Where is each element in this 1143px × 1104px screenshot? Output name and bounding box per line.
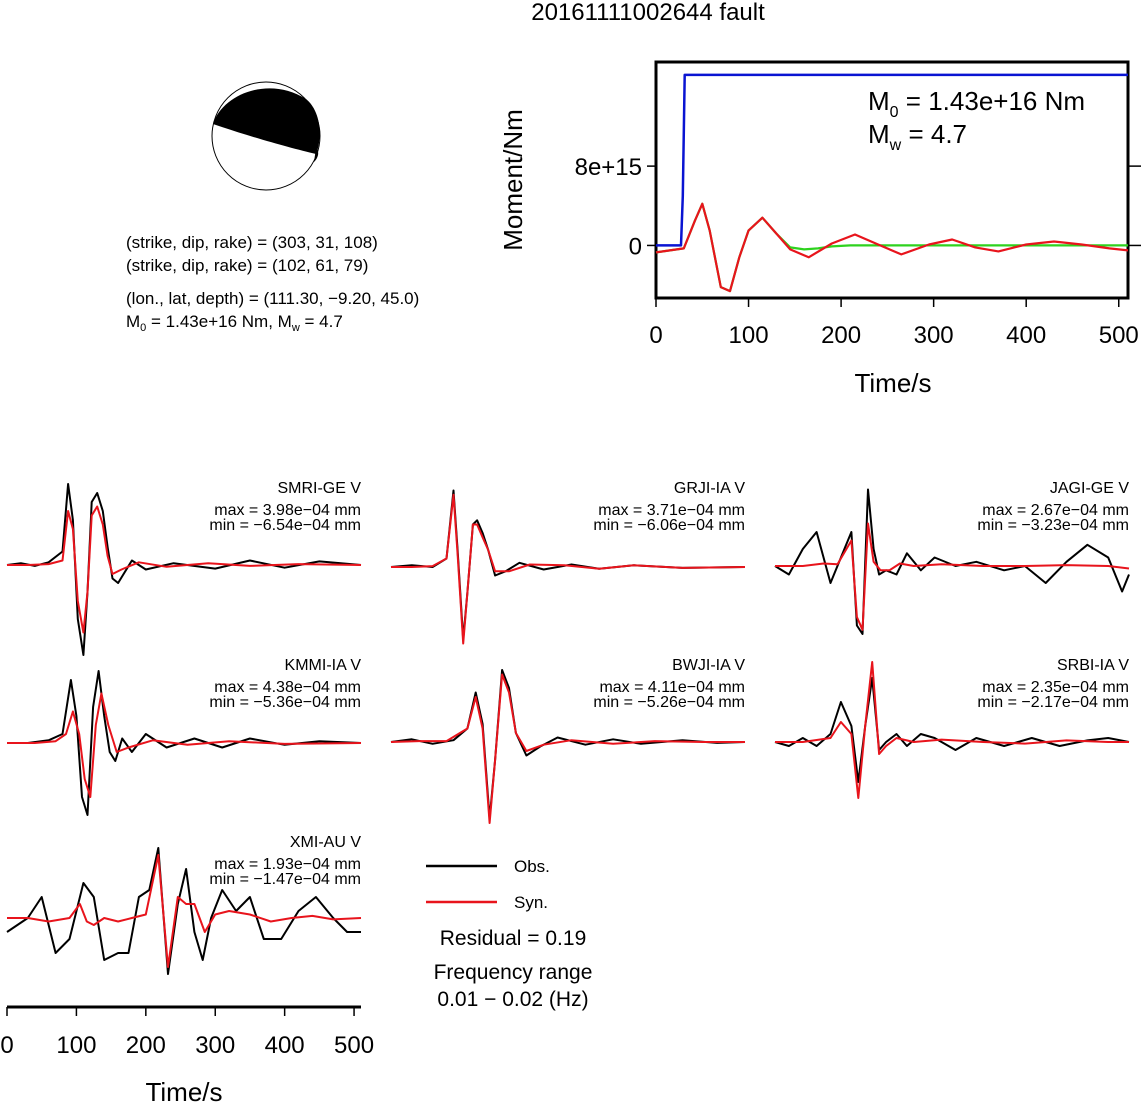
seismogram-x-axis-label: Time/s (145, 1077, 222, 1104)
synthetic-waveform (391, 493, 746, 645)
station-max: max = 4.11e−04 mm (599, 679, 745, 696)
station-min: min = −3.23e−04 mm (977, 517, 1129, 534)
moment-x-tick-label: 400 (1006, 322, 1046, 349)
seismogram-x-tick-label: 200 (126, 1032, 166, 1059)
moment-x-axis-label: Time/s (854, 368, 931, 398)
station-name: JAGI-GE V (1050, 480, 1129, 497)
seismogram-x-tick-label: 400 (265, 1032, 305, 1059)
moment-y-tick-label: 8e+15 (575, 154, 642, 181)
moment-x-tick-label: 0 (649, 322, 662, 349)
station-name: SRBI-IA V (1057, 657, 1129, 674)
station-name: SMRI-GE V (277, 480, 361, 497)
moment-y-axis-label: Moment/Nm (498, 109, 528, 251)
moment-rate-curve (655, 202, 1129, 293)
station-max: max = 2.67e−04 mm (982, 502, 1129, 519)
source-time-function-curve (655, 202, 1128, 293)
nodal-plane-2: (strike, dip, rake) = (102, 61, 79) (126, 256, 368, 275)
station-max: max = 1.93e−04 mm (214, 856, 361, 873)
observed-waveform (774, 488, 1130, 635)
station-min: min = −1.47e−04 mm (209, 871, 361, 888)
moment-plot-frame (654, 60, 1130, 300)
moment-x-tick-label: 200 (821, 322, 861, 349)
event-info: (strike, dip, rake) = (303, 31, 108) (st… (126, 233, 419, 334)
event-magnitude: M0 = 1.43e+16 Nm, Mw = 4.7 (126, 312, 343, 334)
station-name: KMMI-IA V (285, 657, 362, 674)
seismogram-x-tick-label: 0 (0, 1032, 13, 1059)
station-name: XMI-AU V (290, 834, 361, 851)
moment-curve (656, 73, 1128, 247)
station-min: min = −5.36e−04 mm (209, 694, 361, 711)
legend-obs-label: Obs. (514, 857, 550, 876)
station-max: max = 2.35e−04 mm (982, 679, 1129, 696)
residual-label: Residual = 0.19 (440, 927, 587, 950)
moment-x-tick-label: 500 (1099, 322, 1139, 349)
beachball-focal-mechanism (211, 81, 321, 191)
page-title: 20161111002644 fault (531, 0, 765, 26)
seismogram-x-tick-label: 100 (56, 1032, 96, 1059)
moment-m0-label: M0 = 1.43e+16 Nm (868, 86, 1085, 121)
observed-waveform (7, 670, 362, 816)
station-min: min = −2.17e−04 mm (977, 694, 1129, 711)
moment-mw-label: Mw = 4.7 (868, 119, 967, 154)
synthetic-waveform (775, 661, 1129, 799)
seismogram-time-axis: Time/s 0 100 200 300 400 500 (0, 1005, 374, 1104)
legend: Obs. Syn. (426, 857, 550, 912)
station-min: min = −6.54e−04 mm (209, 517, 361, 534)
legend-syn-label: Syn. (514, 893, 548, 912)
station-max: max = 4.38e−04 mm (214, 679, 361, 696)
station-name: BWJI-IA V (672, 657, 745, 674)
synthetic-waveform (390, 673, 745, 824)
synthetic-waveform (775, 522, 1130, 631)
moment-axes: 0 100 200 300 400 500 0 8e+15 (575, 154, 1141, 349)
moment-series (655, 73, 1129, 293)
station-max: max = 3.71e−04 mm (598, 502, 745, 519)
frequency-range-value: 0.01 − 0.02 (Hz) (437, 988, 588, 1011)
nodal-plane-1: (strike, dip, rake) = (303, 31, 108) (126, 233, 378, 252)
moment-x-tick-label: 300 (914, 322, 954, 349)
moment-x-tick-label: 100 (729, 322, 769, 349)
station-min: min = −5.26e−04 mm (593, 694, 745, 711)
observed-waveform (6, 483, 362, 656)
station-max: max = 3.98e−04 mm (214, 502, 361, 519)
synthetic-waveform (7, 692, 362, 798)
frequency-range-label: Frequency range (434, 961, 593, 984)
station-min: min = −6.06e−04 mm (593, 517, 745, 534)
seismogram-x-tick-label: 500 (334, 1032, 374, 1059)
station-name: GRJI-IA V (674, 480, 745, 497)
seismogram-x-tick-label: 300 (195, 1032, 235, 1059)
moment-y-tick-label: 0 (629, 233, 642, 260)
observed-waveform (774, 677, 1130, 783)
event-location: (lon., lat, depth) = (111.30, −9.20, 45.… (126, 289, 419, 308)
synthetic-waveform (7, 505, 362, 634)
synthetic-waveform (7, 854, 362, 968)
